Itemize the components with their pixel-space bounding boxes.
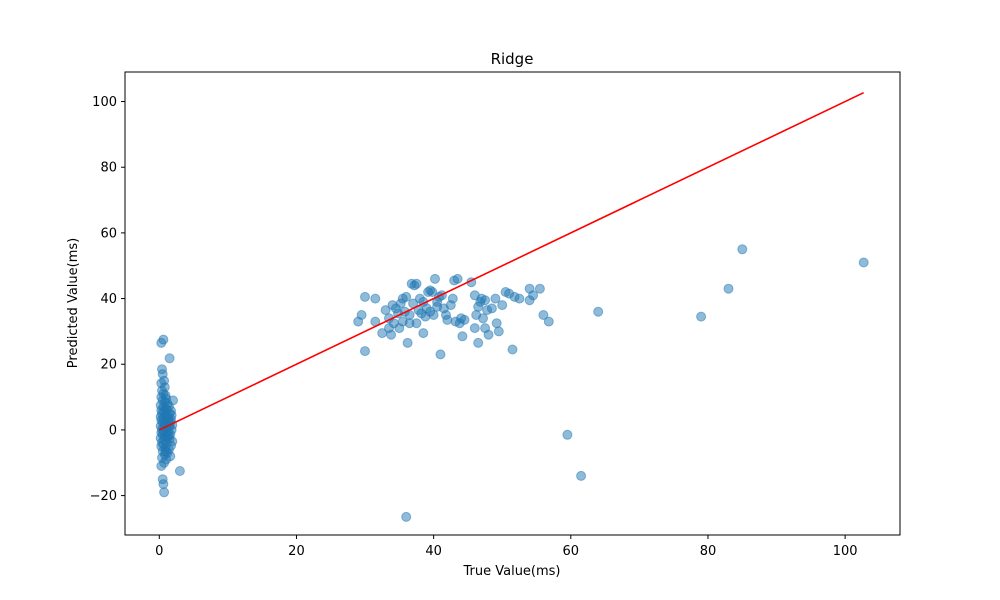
scatter-point — [534, 283, 545, 294]
scatter-point — [459, 314, 470, 325]
scatter-point — [576, 470, 587, 481]
scatter-point — [168, 395, 178, 406]
scatter-point — [490, 293, 501, 304]
y-tick-label: 0 — [109, 423, 117, 438]
scatter-point — [411, 278, 422, 289]
scatter-point — [442, 314, 453, 325]
x-axis-ticks: 0 20 40 60 80 100 — [155, 535, 858, 559]
x-tick-label: 0 — [155, 544, 163, 559]
scatter-point — [360, 291, 370, 302]
x-axis-label: True Value(ms) — [462, 564, 560, 579]
scatter-point — [430, 273, 440, 284]
scatter-point — [478, 313, 488, 324]
chart-title: Ridge — [491, 50, 534, 68]
scatter-point — [858, 257, 869, 268]
scatter-point — [491, 318, 502, 329]
x-tick-label: 20 — [288, 544, 305, 559]
x-tick-label: 80 — [700, 544, 717, 559]
scatter-point — [418, 328, 429, 339]
scatter-point — [427, 287, 438, 297]
scatter-point — [696, 311, 707, 322]
scatter-point — [480, 295, 491, 306]
scatter-point — [493, 326, 504, 337]
scatter-point — [593, 306, 604, 317]
scatter-point — [507, 344, 518, 355]
y-tick-label: 100 — [92, 95, 117, 110]
scatter-point — [411, 318, 422, 329]
y-tick-label: −20 — [90, 489, 117, 504]
scatter-point — [538, 310, 549, 320]
scatter-point — [156, 337, 167, 348]
scatter-point — [160, 446, 171, 457]
scatter-point — [356, 310, 367, 320]
scatter-point — [737, 244, 748, 255]
scatter-point — [401, 291, 412, 302]
scatter-point — [486, 303, 497, 314]
y-axis-label: Predicted Value(ms) — [66, 238, 81, 368]
scatter-point — [457, 331, 468, 342]
scatter-point — [469, 323, 480, 334]
x-tick-label: 100 — [833, 544, 858, 559]
scatter-point — [156, 461, 167, 471]
scatter-point — [402, 337, 413, 348]
reference-line — [158, 91, 864, 431]
scatter-point — [723, 283, 734, 294]
scatter-point — [452, 273, 463, 284]
x-tick-label: 40 — [425, 544, 442, 559]
axes-frame — [124, 71, 901, 536]
scatter-point — [386, 329, 397, 340]
scatter-point — [428, 310, 439, 320]
scatter-point — [174, 466, 185, 476]
scatter-point — [528, 290, 539, 301]
y-axis-ticks: −20 0 20 40 60 80 100 — [90, 95, 125, 504]
scatter-point — [380, 305, 391, 316]
scatter-point — [447, 293, 458, 304]
scatter-point — [370, 293, 381, 304]
scatter-point — [543, 316, 554, 327]
y-tick-label: 40 — [100, 292, 117, 307]
scatter-point — [514, 293, 525, 304]
scatter-point — [435, 349, 446, 360]
scatter-point — [562, 429, 573, 440]
y-tick-label: 20 — [100, 358, 117, 373]
x-tick-label: 60 — [563, 544, 580, 559]
y-tick-label: 60 — [100, 226, 117, 241]
scatter-points — [155, 244, 869, 522]
scatter-point — [497, 300, 508, 311]
scatter-point — [483, 329, 494, 340]
plot-area — [155, 91, 869, 522]
scatter-point — [166, 405, 176, 416]
scatter-point — [401, 511, 412, 522]
scatter-point — [360, 346, 370, 357]
scatter-point — [164, 353, 175, 364]
y-tick-label: 80 — [100, 161, 117, 176]
scatter-point — [163, 430, 174, 441]
scatter-point — [158, 479, 169, 490]
scatter-point — [159, 487, 170, 498]
scatter-point — [473, 337, 484, 348]
